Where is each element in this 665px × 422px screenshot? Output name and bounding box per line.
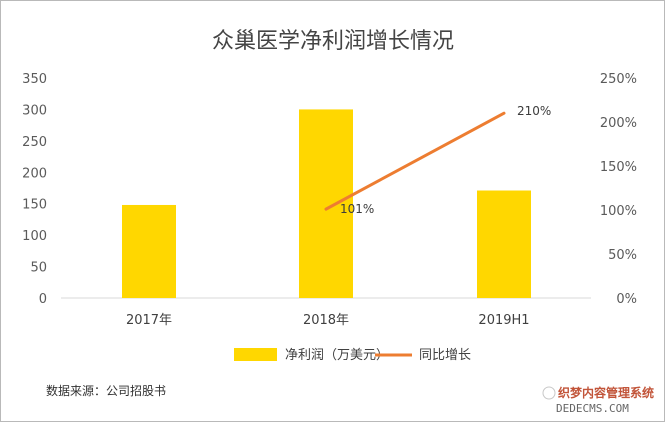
left-axis-tick-label: 250	[22, 135, 47, 150]
right-axis-tick-label: 50%	[608, 248, 637, 263]
left-axis-tick-label: 150	[22, 198, 47, 213]
x-axis-tick-label: 2017年	[126, 313, 172, 328]
source-note: 数据来源：公司招股书	[46, 383, 166, 398]
line-series	[324, 111, 506, 211]
watermark-line1: 织梦内容管理系统	[558, 385, 654, 400]
line-data-labels: 101% 210%	[340, 104, 551, 216]
bar	[122, 204, 176, 298]
right-axis-tick-label: 250%	[600, 72, 637, 87]
watermark-ring-icon	[542, 386, 556, 400]
right-axis-tick-label: 150%	[600, 160, 637, 175]
bar	[477, 190, 531, 298]
x-axis-tick-label: 2018年	[303, 313, 349, 328]
x-axis-ticks: 2017年 2018年 2019H1	[126, 313, 530, 328]
left-axis-tick-label: 300	[22, 103, 47, 118]
x-axis-tick-label: 2019H1	[478, 313, 529, 328]
left-axis-tick-label: 0	[39, 292, 47, 307]
watermark-line2: DEDECMS.COM	[556, 402, 629, 415]
legend-bar-swatch	[234, 348, 277, 361]
bar	[299, 109, 353, 298]
left-axis-tick-label: 50	[30, 261, 47, 276]
left-axis-tick-label: 100	[22, 229, 47, 244]
growth-line	[324, 111, 506, 211]
left-axis-ticks: 0 50 100 150 200 250 300 350	[22, 72, 47, 307]
right-axis-tick-label: 200%	[600, 116, 637, 131]
chart-title: 众巢医学净利润增长情况	[212, 29, 454, 54]
watermark: 织梦内容管理系统 DEDECMS.COM	[542, 385, 654, 415]
line-data-label: 101%	[340, 202, 374, 216]
right-axis-ticks: 0% 50% 100% 150% 200% 250%	[600, 72, 637, 307]
legend-line-label: 同比增长	[419, 348, 471, 363]
right-axis-tick-label: 0%	[616, 292, 637, 307]
right-axis-tick-label: 100%	[600, 204, 637, 219]
bar-series	[122, 109, 531, 298]
legend: 净利润（万美元） 同比增长	[234, 348, 471, 363]
line-data-label: 210%	[517, 104, 551, 118]
left-axis-tick-label: 200	[22, 166, 47, 181]
legend-bar-label: 净利润（万美元）	[285, 348, 389, 363]
left-axis-tick-label: 350	[22, 72, 47, 87]
